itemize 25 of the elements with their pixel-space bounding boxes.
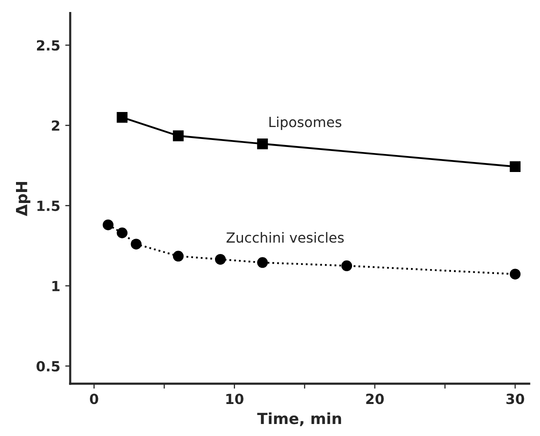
point (130, 238, 142, 250)
point (116, 112, 128, 123)
series-label: Zucchini vesicles (226, 232, 344, 243)
point (257, 257, 268, 268)
point (341, 260, 352, 272)
x-tick-label: 30 (506, 394, 524, 404)
x-tick-label: 10 (226, 394, 244, 404)
y-tick-label: 1 (52, 280, 60, 292)
point (102, 219, 114, 230)
y-tick-label: 2 (52, 120, 60, 131)
series-label: Liposomes (269, 116, 342, 130)
point (172, 250, 184, 262)
point (116, 227, 128, 238)
x-tick-label: 0 (90, 394, 98, 404)
y-tick-label: 1.5 (37, 200, 60, 212)
y-axis-title: ΔpH (16, 182, 30, 216)
y-tick-label: 2.5 (36, 40, 60, 51)
point (510, 161, 521, 172)
point (257, 138, 268, 150)
point (215, 254, 226, 265)
y-tick-label: 0.5 (36, 361, 60, 372)
x-axis-title: Time, min (257, 412, 342, 426)
x-tick-label: 20 (366, 394, 384, 404)
point (172, 130, 184, 142)
point (510, 268, 521, 280)
